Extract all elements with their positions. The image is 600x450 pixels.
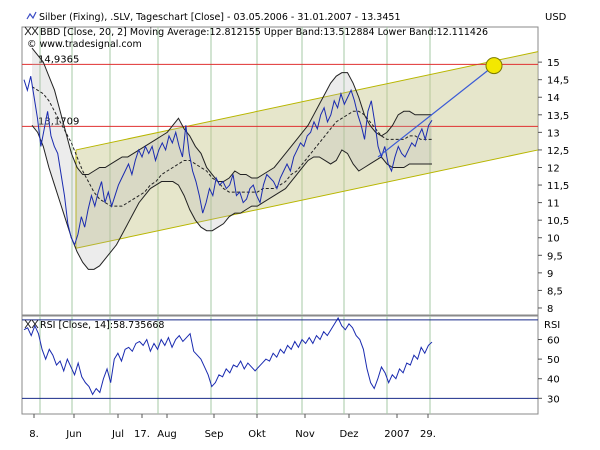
rsi-legend-row: RSI [Close, 14]:58.735668	[24, 319, 164, 331]
lower-band-line	[31, 125, 432, 270]
x-tick-label: Dez	[339, 429, 358, 440]
rsi-legend: RSI [Close, 14]:58.735668	[40, 320, 164, 331]
price-panel-frame	[21, 26, 539, 316]
x-tick-label: 8.	[29, 429, 39, 440]
x-tick-label: Nov	[295, 429, 315, 440]
currency-label: USD	[545, 12, 567, 23]
rsi-y-axis: 30 40 50 60	[22, 319, 560, 405]
price-y-tick-label: 14	[547, 93, 560, 104]
x-tick-label: 29.	[420, 429, 436, 440]
rsi-indicator-icon	[24, 319, 39, 329]
price-y-tick-label: 12	[547, 163, 560, 174]
indicator-legend: BBD [Close, 20, 2] Moving Average:12.812…	[40, 27, 488, 38]
rsi-y-tick-label: 50	[547, 355, 560, 366]
horizontal-levels: 14,9365 13,1709	[22, 54, 538, 127]
price-y-tick-label: 9	[547, 269, 553, 280]
moving-average-line	[31, 86, 432, 207]
price-y-tick-label: 10	[547, 234, 560, 245]
chart-title-row: Silber (Fixing), .SLV, Tageschart [Close…	[26, 11, 400, 23]
price-y-tick-label: 8,5	[547, 286, 563, 297]
close-line	[23, 76, 433, 247]
x-tick-label: Jul	[111, 429, 124, 440]
channel-lower-line	[75, 149, 539, 249]
rsi-series	[23, 316, 433, 396]
trend-target-marker	[485, 57, 503, 75]
x-tick-label: Jun	[65, 429, 82, 440]
x-tick-label: Sep	[205, 429, 224, 440]
watermark: © www.tradesignal.com	[27, 39, 142, 50]
price-y-tick-label: 9,5	[547, 251, 563, 262]
price-y-tick-label: 8	[547, 304, 553, 315]
price-y-tick-label: 15	[547, 58, 560, 69]
x-tick-label: Okt	[248, 429, 266, 440]
rsi-axis-label: RSI	[544, 320, 560, 331]
price-y-tick-label: 10,5	[547, 216, 569, 227]
price-y-tick-label: 13,5	[547, 111, 569, 122]
level-label: 14,9365	[38, 54, 79, 65]
close-series	[23, 76, 433, 247]
price-y-axis: 8 8,5 9 9,5 10 10,5 11 11,5 12 12,5 13 13,5 14 14,5 15	[538, 58, 569, 315]
level-label: 13,1709	[38, 116, 79, 127]
band-fill	[32, 48, 432, 270]
chart-title: Silber (Fixing), .SLV, Tageschart [Close…	[39, 12, 400, 23]
x-axis: 8. Jun Jul 17. Aug Sep Okt Nov Dez 2007 29.	[29, 414, 436, 440]
rsi-y-tick-label: 40	[547, 375, 560, 386]
price-y-tick-label: 12,5	[547, 146, 569, 157]
channel-fill	[76, 51, 538, 249]
rsi-line	[23, 316, 433, 396]
upper-band-line	[31, 47, 432, 183]
indicator-legend-row: BBD [Close, 20, 2] Moving Average:12.812…	[24, 26, 488, 38]
channel-upper-line	[75, 51, 539, 151]
price-y-tick-label: 14,5	[547, 76, 569, 87]
bollinger-bands	[31, 47, 432, 270]
trend-target-line	[377, 65, 495, 158]
price-y-tick-label: 11,5	[547, 181, 569, 192]
rsi-y-tick-label: 60	[547, 336, 560, 347]
rsi-panel-frame	[21, 315, 539, 415]
trend-channel	[75, 51, 539, 249]
line-series-icon	[26, 11, 37, 20]
trend-target	[377, 57, 503, 158]
rsi-grid	[39, 316, 431, 414]
x-tick-label: 2007	[384, 429, 409, 440]
rsi-y-tick-label: 30	[547, 394, 560, 405]
x-tick-label: Aug	[157, 429, 177, 440]
bands-indicator-icon	[24, 26, 39, 36]
price-y-tick-label: 11	[547, 199, 560, 210]
price-y-tick-label: 13	[547, 128, 560, 139]
x-tick-label: 17.	[134, 429, 150, 440]
